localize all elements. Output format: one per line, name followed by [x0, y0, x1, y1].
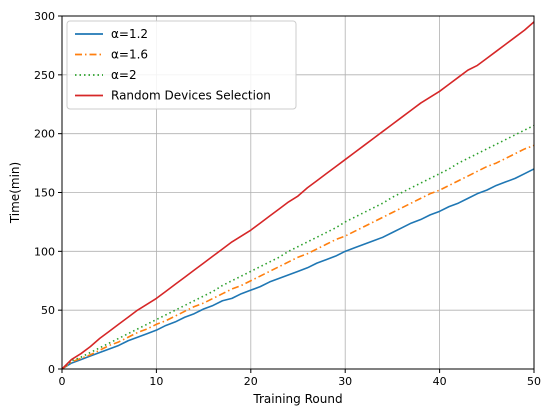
legend-label: α=1.2	[111, 27, 148, 41]
x-ticks: 0 10 20 30 40 50	[59, 369, 541, 388]
y-tick-label: 250	[34, 69, 55, 82]
series-layer	[61, 21, 535, 370]
legend-label: α=1.6	[111, 48, 148, 62]
x-axis-label: Training Round	[252, 392, 342, 406]
series-line-0	[61, 168, 535, 370]
legend-label: Random Devices Selection	[111, 89, 271, 103]
x-tick-label: 0	[59, 375, 66, 388]
y-tick-label: 150	[34, 187, 55, 200]
x-tick-label: 10	[149, 375, 163, 388]
x-tick-label: 40	[433, 375, 447, 388]
legend: α=1.2 α=1.6 α=2 Random Devices Selection	[66, 20, 297, 110]
y-tick-label: 200	[34, 128, 55, 141]
y-axis-label: Time(min)	[8, 162, 22, 224]
x-tick-label: 20	[244, 375, 258, 388]
series-line-3	[61, 21, 535, 370]
series-line-2	[61, 124, 535, 370]
legend-box	[66, 20, 297, 110]
y-tick-label: 0	[48, 363, 55, 376]
y-tick-label: 300	[34, 10, 55, 23]
y-tick-label: 100	[34, 245, 55, 258]
x-tick-label: 30	[338, 375, 352, 388]
series-line-1	[61, 144, 535, 370]
y-tick-label: 50	[41, 304, 55, 317]
legend-label: α=2	[111, 68, 137, 82]
y-ticks: 0 50 100 150 200 250 300	[34, 10, 62, 376]
x-tick-label: 50	[527, 375, 541, 388]
